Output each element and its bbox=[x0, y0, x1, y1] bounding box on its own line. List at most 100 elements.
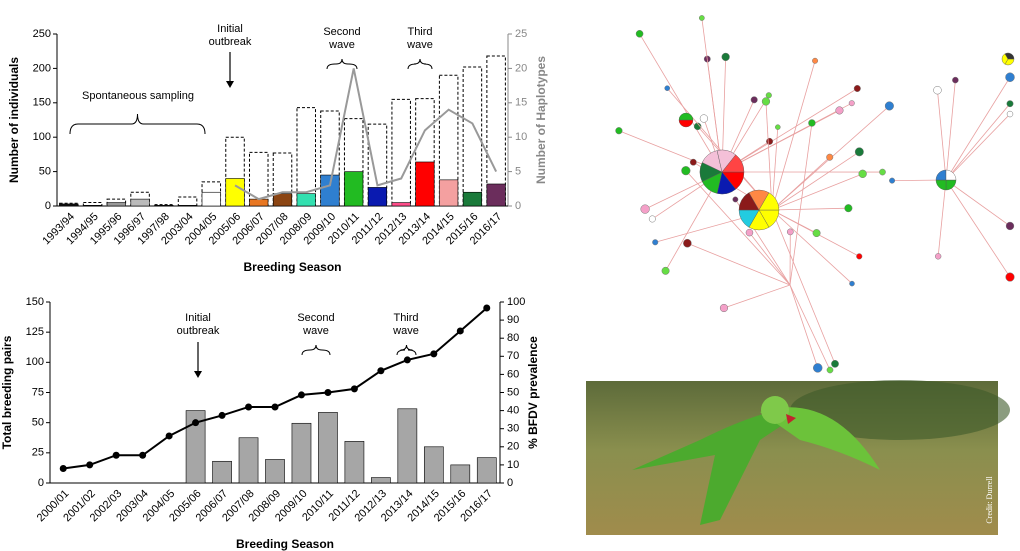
network-node bbox=[856, 253, 863, 260]
photo-trees bbox=[790, 380, 1010, 440]
bar bbox=[177, 196, 198, 207]
network-node bbox=[719, 303, 729, 313]
network-node bbox=[681, 166, 691, 176]
network-edge bbox=[771, 151, 860, 211]
y-tick-label: 25 bbox=[32, 447, 44, 459]
bar bbox=[476, 457, 497, 484]
marker bbox=[324, 389, 332, 396]
annotation: Initial outbreak bbox=[176, 312, 220, 337]
bird-body bbox=[632, 412, 790, 525]
network-edge bbox=[771, 173, 863, 211]
network-edge bbox=[789, 284, 819, 369]
network-node bbox=[813, 363, 823, 373]
network-node bbox=[844, 204, 853, 213]
network-edge bbox=[685, 170, 791, 286]
bar bbox=[212, 460, 232, 484]
bar bbox=[83, 205, 103, 207]
bar bbox=[391, 202, 411, 207]
bar bbox=[238, 437, 259, 484]
bar bbox=[397, 408, 418, 484]
y2-axis-title: % BFDV prevalence bbox=[526, 336, 540, 449]
annotation: Second wave bbox=[323, 26, 361, 51]
y-tick-label: 75 bbox=[32, 386, 44, 398]
y2-tick-label: 40 bbox=[507, 405, 519, 417]
network-node bbox=[652, 239, 659, 246]
photo-credit: Credit: Durrell bbox=[985, 476, 994, 524]
network-node bbox=[808, 119, 816, 127]
y2-tick-label: 30 bbox=[507, 423, 519, 435]
network-node bbox=[732, 196, 739, 203]
network-node bbox=[933, 86, 942, 95]
network-node bbox=[786, 228, 794, 236]
network-node bbox=[935, 253, 942, 260]
bar bbox=[344, 171, 364, 207]
network-edge bbox=[789, 122, 813, 286]
network-node bbox=[889, 177, 896, 184]
bar bbox=[272, 193, 293, 207]
y2-tick-label: 15 bbox=[515, 97, 527, 109]
marker bbox=[86, 461, 94, 469]
network-edge bbox=[771, 156, 830, 211]
network-node bbox=[766, 137, 774, 145]
bar bbox=[391, 98, 411, 207]
network-node bbox=[853, 84, 861, 92]
network-edge bbox=[765, 101, 773, 211]
bar bbox=[371, 477, 391, 484]
bar bbox=[450, 464, 471, 484]
y2-tick-label: 50 bbox=[507, 386, 519, 398]
network-node bbox=[699, 114, 709, 123]
y2-tick-label: 0 bbox=[515, 200, 521, 212]
marker bbox=[271, 403, 279, 411]
network-edge bbox=[687, 242, 791, 286]
marker bbox=[245, 403, 253, 411]
network-node bbox=[683, 238, 692, 248]
y2-tick-label: 5 bbox=[515, 166, 521, 178]
network-node bbox=[812, 57, 819, 64]
y-tick-label: 50 bbox=[32, 417, 44, 429]
y2-tick-label: 100 bbox=[507, 296, 525, 308]
network-node bbox=[879, 168, 886, 176]
network-node bbox=[1006, 100, 1014, 108]
network-node bbox=[826, 153, 834, 161]
network-node bbox=[761, 97, 771, 106]
network-node bbox=[648, 215, 656, 223]
marker bbox=[456, 327, 464, 335]
y-tick-label: 250 bbox=[33, 28, 51, 40]
bar bbox=[423, 446, 444, 484]
bar bbox=[225, 178, 245, 207]
network-edge bbox=[945, 113, 1011, 181]
marker bbox=[403, 356, 411, 364]
network-edge bbox=[771, 209, 836, 364]
network-edge bbox=[721, 88, 858, 173]
y2-tick-label: 0 bbox=[507, 477, 513, 489]
network-node bbox=[848, 100, 855, 107]
bar bbox=[320, 174, 340, 207]
y2-axis-title: Number of Haplotypes bbox=[534, 56, 548, 184]
photo: Credit: Durrell bbox=[586, 380, 1010, 535]
network-node bbox=[745, 228, 754, 237]
line bbox=[63, 307, 488, 470]
marker bbox=[430, 350, 438, 358]
marker bbox=[297, 391, 305, 399]
network-node bbox=[1005, 272, 1015, 282]
line bbox=[234, 68, 498, 201]
y-tick-label: 100 bbox=[26, 356, 44, 368]
network-edge bbox=[701, 17, 723, 173]
network-pie-slice bbox=[945, 169, 957, 181]
bar bbox=[486, 55, 506, 207]
bar bbox=[185, 410, 206, 484]
network-node bbox=[1005, 221, 1015, 231]
y-tick-label: 0 bbox=[45, 200, 51, 212]
network-node bbox=[952, 76, 959, 84]
network-edge bbox=[666, 87, 773, 211]
bar bbox=[59, 203, 79, 207]
network-node bbox=[884, 101, 894, 111]
network-pie-slice bbox=[945, 179, 957, 191]
y-tick-label: 150 bbox=[26, 296, 44, 308]
y2-tick-label: 25 bbox=[515, 28, 527, 40]
y2-tick-label: 60 bbox=[507, 368, 519, 380]
bird-wing bbox=[760, 407, 880, 470]
network-edge bbox=[789, 284, 831, 371]
